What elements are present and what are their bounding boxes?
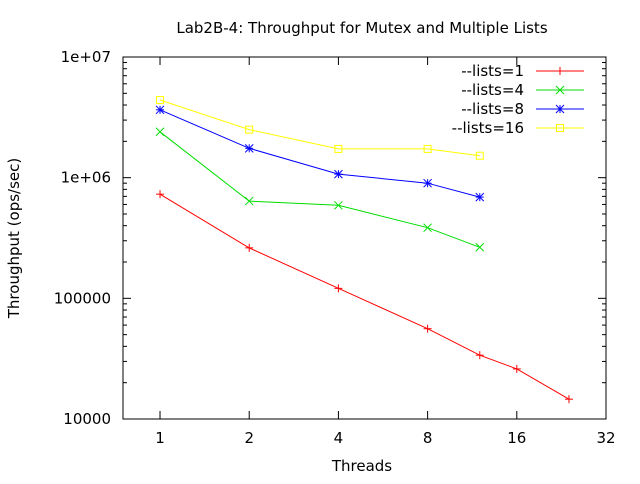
plot-frame bbox=[122, 56, 607, 420]
data-point bbox=[334, 169, 343, 179]
x-tick-label: 1 bbox=[155, 429, 165, 447]
data-point bbox=[475, 192, 485, 202]
data-point bbox=[156, 190, 165, 199]
legend-label: --lists=4 bbox=[461, 81, 524, 99]
y-tick-label: 1e+07 bbox=[61, 48, 111, 66]
data-point bbox=[423, 178, 432, 188]
data-point bbox=[564, 395, 573, 404]
x-tick-label: 4 bbox=[334, 429, 344, 447]
chart-title: Lab2B-4: Throughput for Mutex and Multip… bbox=[176, 19, 547, 37]
x-axis-label: Threads bbox=[331, 457, 392, 475]
data-point bbox=[475, 351, 484, 360]
data-point bbox=[334, 284, 343, 293]
data-point bbox=[244, 143, 254, 153]
legend-marker bbox=[555, 104, 565, 114]
legend-label: --lists=1 bbox=[461, 62, 524, 80]
x-tick-label: 2 bbox=[244, 429, 254, 447]
legend-label: --lists=8 bbox=[461, 100, 524, 118]
data-point bbox=[475, 151, 484, 160]
data-point bbox=[475, 242, 485, 252]
y-axis-label: Throughput (ops/sec) bbox=[5, 158, 23, 319]
data-point bbox=[423, 324, 432, 333]
x-tick-label: 32 bbox=[596, 429, 615, 447]
data-point bbox=[512, 364, 521, 373]
x-tick-label: 16 bbox=[507, 429, 526, 447]
data-point bbox=[244, 196, 254, 206]
legend-marker bbox=[556, 124, 564, 132]
series-line bbox=[159, 99, 480, 157]
data-point bbox=[245, 125, 254, 134]
data-point bbox=[334, 200, 343, 210]
axis-ticks: 1 2 4 8 16 32 10000 100000 1e+06 1e+07 bbox=[54, 48, 616, 447]
data-point bbox=[156, 96, 165, 105]
y-tick-label: 1e+06 bbox=[61, 169, 111, 187]
series-4 bbox=[156, 96, 484, 160]
series-layer bbox=[155, 96, 573, 404]
data-point bbox=[423, 144, 432, 153]
series-line bbox=[159, 193, 570, 400]
series-line bbox=[159, 109, 480, 198]
series-2 bbox=[155, 127, 485, 252]
legend-marker bbox=[555, 85, 565, 95]
data-point bbox=[245, 243, 254, 252]
data-point bbox=[155, 105, 165, 115]
series-1 bbox=[156, 190, 573, 404]
legend-marker bbox=[556, 67, 564, 75]
data-point bbox=[423, 223, 432, 233]
x-tick-label: 8 bbox=[423, 429, 433, 447]
legend-label: --lists=16 bbox=[452, 119, 524, 137]
data-point bbox=[155, 127, 165, 137]
legend: --lists=1--lists=4--lists=8--lists=16 bbox=[452, 62, 584, 137]
y-tick-label: 100000 bbox=[54, 289, 111, 307]
series-3 bbox=[155, 105, 485, 202]
data-point bbox=[334, 144, 343, 153]
y-tick-label: 10000 bbox=[63, 410, 111, 428]
